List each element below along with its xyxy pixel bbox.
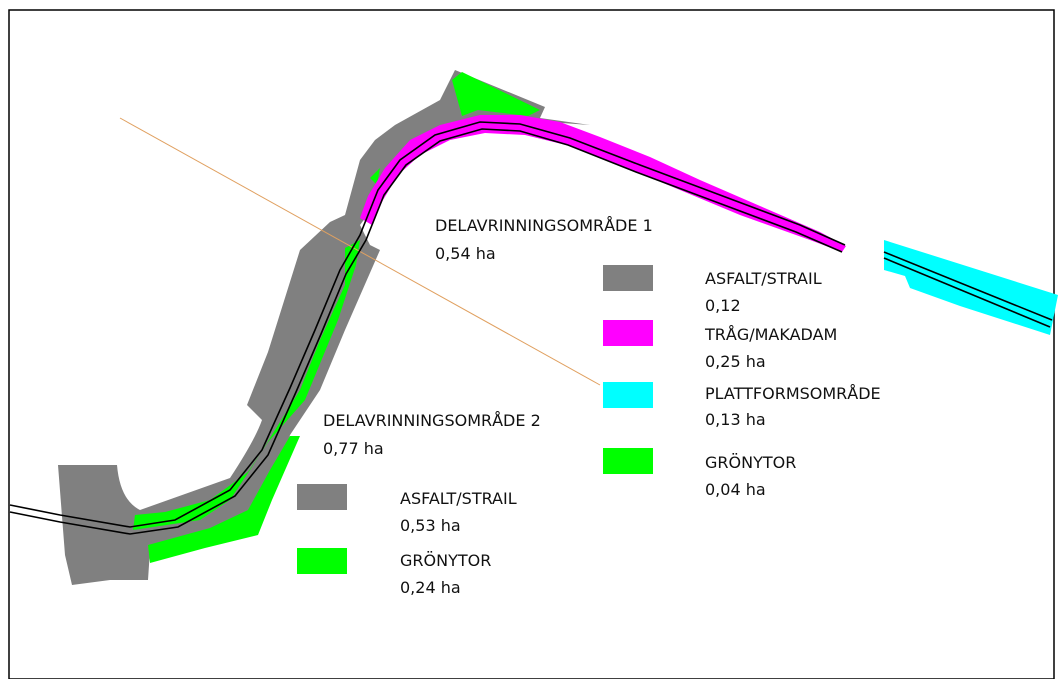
- legend-swatch-gron: [603, 448, 653, 474]
- legend-label: GRÖNYTOR: [400, 551, 492, 570]
- legend-value: 0,53 ha: [400, 516, 461, 535]
- legend-label: ASFALT/STRAIL: [705, 269, 822, 288]
- railway-track: [9, 121, 846, 528]
- area1-title: DELAVRINNINGSOMRÅDE 1: [435, 216, 653, 235]
- legend-value: 0,04 ha: [705, 480, 766, 499]
- railway-track: [9, 128, 843, 535]
- legend-label: GRÖNYTOR: [705, 453, 797, 472]
- legend-swatch-trag: [603, 320, 653, 346]
- legend-value: 0,12: [705, 296, 741, 315]
- legend-label: TRÅG/MAKADAM: [705, 325, 838, 344]
- legend-value: 0,13 ha: [705, 410, 766, 429]
- railway-track: [883, 251, 1053, 321]
- railway-track: [883, 257, 1051, 328]
- legend-label: PLATTFORMSOMRÅDE: [705, 384, 881, 403]
- area2-title: DELAVRINNINGSOMRÅDE 2: [323, 411, 541, 430]
- area1-total: 0,54 ha: [435, 244, 496, 263]
- legend-label: ASFALT/STRAIL: [400, 489, 517, 508]
- gronyta-area: [148, 436, 300, 563]
- trag-makadam-area: [360, 115, 846, 252]
- legend-swatch-asfalt: [603, 265, 653, 291]
- legend-value: 0,24 ha: [400, 578, 461, 597]
- area2-total: 0,77 ha: [323, 439, 384, 458]
- legend-value: 0,25 ha: [705, 352, 766, 371]
- legend-swatch-plattform: [603, 382, 653, 408]
- gronyta-area: [452, 72, 540, 116]
- legend-swatch-asfalt: [297, 484, 347, 510]
- map-border: [8, 9, 1055, 679]
- legend-swatch-gron: [297, 548, 347, 574]
